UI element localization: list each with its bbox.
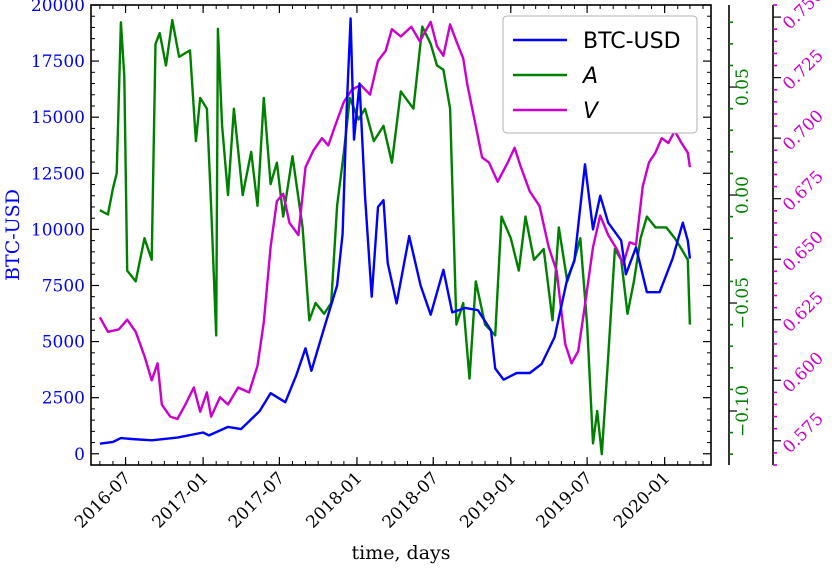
left-tick-label: 7500 [42,276,85,296]
legend-label: A [581,64,598,89]
left-tick-label: 15000 [31,108,85,128]
left-tick-label: 2500 [42,389,85,409]
left-tick-label: 17500 [31,52,85,72]
legend-box [502,15,698,134]
series-line-btc-usd [99,17,692,445]
right-y-axis-a: −0.10 −0.05 0.00 0.05 [728,5,753,465]
legend: BTC-USD AV [502,15,698,134]
tick-label: −0.10 [733,385,753,437]
x-axis-title: time, days [351,542,450,564]
tick-label: −0.05 [733,277,753,329]
tick-label: 0.00 [733,176,753,214]
left-tick-label: 12500 [31,164,85,184]
left-tick-label: 10000 [31,220,85,240]
left-tick-label: 0 [74,445,85,465]
left-y-axis-title: BTC-USD [2,189,24,281]
left-tick-label: 5000 [42,333,85,353]
plot-lines [98,17,692,456]
tick-label: 0.05 [733,68,753,106]
left-tick-label: 20000 [31,0,85,16]
plot-frame [90,4,712,466]
legend-label: V [583,99,600,124]
left-y-axis: 0 2500 5000 7500 10000 12500 15000 17500 20000 [31,0,711,465]
legend-label: BTC-USD [583,29,681,54]
series-line-a [99,18,692,456]
series-line-v [98,20,692,421]
